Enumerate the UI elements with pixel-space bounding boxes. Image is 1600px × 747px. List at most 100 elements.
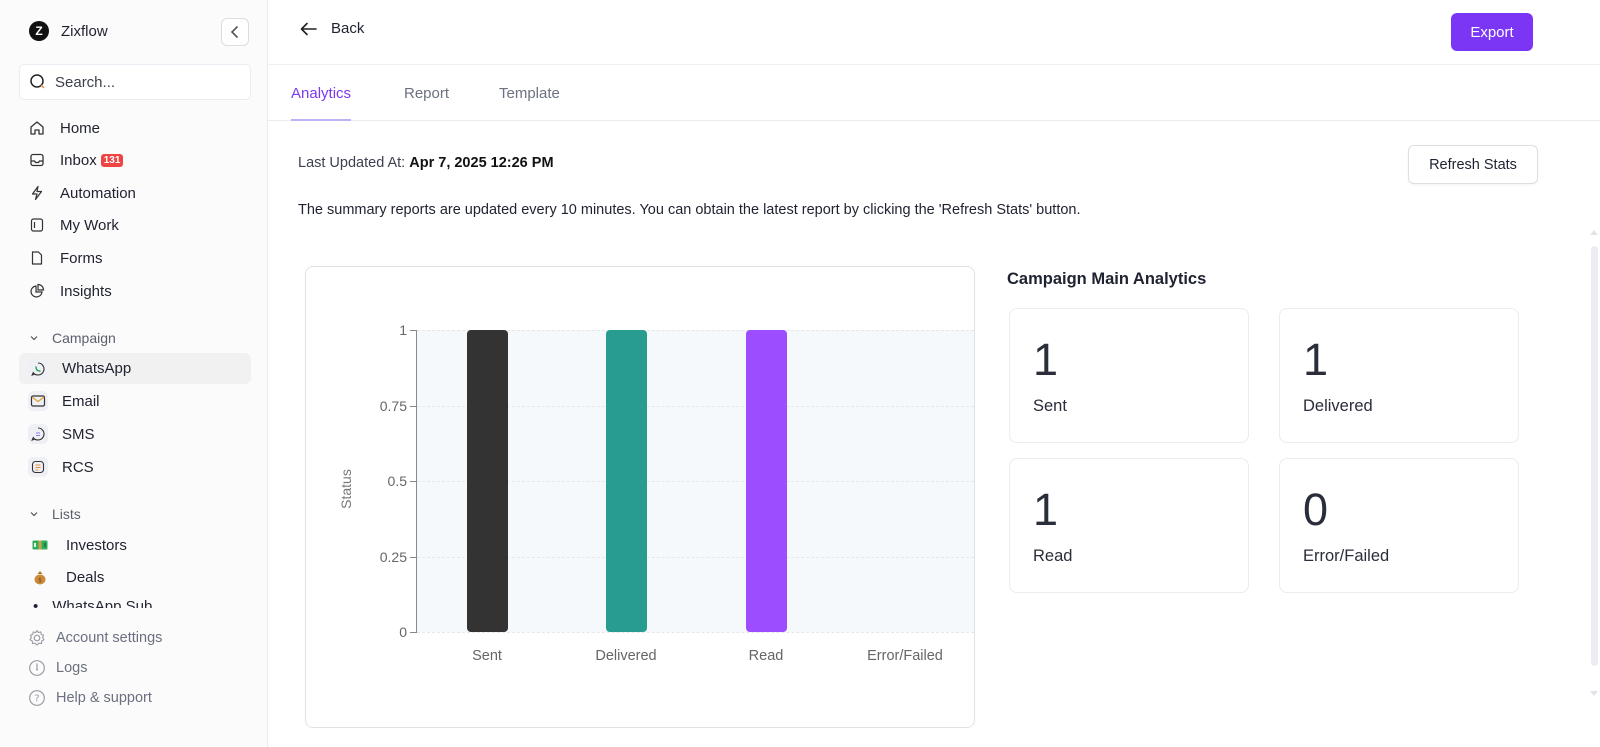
inbox-count-badge: 131 [100, 153, 124, 167]
sidebar-item-forms[interactable]: Forms [19, 243, 251, 273]
sidebar-item-label: Insights [60, 282, 112, 300]
help-support-link[interactable]: ? Help & support [28, 689, 152, 707]
pie-chart-icon [28, 282, 46, 300]
gear-icon [28, 629, 46, 647]
inbox-icon [28, 151, 46, 169]
y-tick [410, 481, 416, 482]
sidebar-item-insights[interactable]: Insights [19, 276, 251, 306]
sidebar-item-rcs[interactable]: RCS [19, 452, 251, 482]
sidebar-item-label: Deals [66, 568, 105, 586]
gridline [417, 481, 974, 482]
y-tick [410, 406, 416, 407]
x-tick-label: Sent [472, 648, 502, 664]
collapse-sidebar-button[interactable] [221, 18, 249, 46]
account-settings-link[interactable]: Account settings [28, 629, 162, 647]
tab-analytics[interactable]: Analytics [291, 85, 352, 121]
stat-label: Error/Failed [1303, 547, 1390, 565]
sidebar-item-label: Inbox [60, 151, 97, 169]
back-button[interactable]: Back [300, 20, 364, 37]
lists-section-label: Lists [52, 506, 81, 522]
brand-name: Zixflow [61, 22, 108, 40]
last-updated-label: Last Updated At: [298, 155, 406, 171]
stat-card-read: 1 Read [1009, 458, 1249, 593]
tab-report[interactable]: Report [404, 85, 450, 102]
sidebar-item-label: Forms [60, 249, 103, 267]
sidebar-item-inbox[interactable]: Inbox 131 [19, 145, 251, 175]
bar-delivered[interactable] [606, 330, 647, 632]
analytics-title: Campaign Main Analytics [1007, 270, 1207, 288]
refresh-stats-button[interactable]: Refresh Stats [1408, 145, 1538, 184]
sidebar-item-home[interactable]: Home [19, 113, 251, 143]
sidebar-item-email[interactable]: Email [19, 386, 251, 416]
money-icon [31, 536, 49, 554]
sidebar-item-label: Investors [66, 536, 127, 554]
summary-text: The summary reports are updated every 10… [298, 202, 1081, 218]
sidebar-item-deals[interactable]: $ Deals [19, 562, 251, 592]
sidebar-item-clipped[interactable]: • WhatsApp Sub [19, 600, 251, 608]
y-tick-label: 0 [399, 624, 407, 640]
stat-value: 0 [1303, 484, 1329, 535]
gridline [417, 632, 974, 633]
money-bag-icon: $ [31, 568, 49, 586]
campaign-section-toggle[interactable]: Campaign [29, 330, 116, 346]
main-scrollbar[interactable] [1591, 246, 1598, 666]
sidebar-item-label: Home [60, 119, 101, 137]
file-icon [28, 249, 46, 267]
brand[interactable]: Z Zixflow [29, 21, 108, 41]
stat-value: 1 [1303, 334, 1329, 385]
tab-bar: Analytics Report Template [268, 65, 1600, 121]
logs-link[interactable]: Logs [28, 659, 87, 677]
whatsapp-icon [28, 358, 48, 379]
footer-item-label: Help & support [56, 690, 152, 706]
sidebar-item-whatsapp[interactable]: WhatsApp [19, 353, 251, 384]
footer-item-label: Account settings [56, 630, 163, 646]
x-tick-label: Error/Failed [867, 648, 943, 664]
sidebar-item-label: WhatsApp Sub [52, 600, 152, 608]
y-tick-label: 0.25 [379, 549, 407, 565]
top-bar: Back Export [268, 0, 1600, 65]
email-icon [28, 391, 48, 411]
sidebar-item-automation[interactable]: Automation [19, 178, 251, 208]
stat-value: 1 [1033, 334, 1059, 385]
sidebar-item-sms[interactable]: SMS [19, 419, 251, 449]
sidebar-item-label: Email [62, 392, 100, 410]
gridline [417, 557, 974, 558]
search-input[interactable]: Search... [19, 64, 251, 100]
sidebar-item-investors[interactable]: Investors [19, 530, 251, 560]
y-axis-title: Status [337, 469, 354, 509]
sidebar-item-label: My Work [60, 216, 119, 234]
gridline [417, 330, 974, 331]
zixflow-logo-icon: Z [29, 21, 49, 41]
last-updated: Last Updated At: Apr 7, 2025 12:26 PM [298, 155, 554, 171]
home-icon [28, 119, 46, 137]
list-icon: • [33, 600, 38, 608]
svg-text:$: $ [38, 577, 42, 584]
tab-template[interactable]: Template [499, 85, 560, 102]
sidebar-item-label: SMS [62, 425, 95, 443]
search-placeholder: Search... [55, 73, 116, 91]
chevron-down-icon [30, 512, 38, 517]
help-icon: ? [28, 689, 46, 707]
scroll-up-arrow[interactable] [1590, 230, 1598, 235]
back-label: Back [331, 20, 365, 37]
stat-value: 1 [1033, 484, 1059, 535]
lists-section-toggle[interactable]: Lists [29, 506, 81, 522]
export-button[interactable]: Export [1451, 13, 1533, 51]
bar-read[interactable] [746, 330, 787, 632]
sidebar-item-my-work[interactable]: My Work [19, 210, 251, 240]
search-icon [30, 74, 45, 89]
stat-card-delivered: 1 Delivered [1279, 308, 1519, 443]
stat-label: Delivered [1303, 397, 1373, 415]
svg-text:?: ? [34, 694, 39, 705]
bar-sent[interactable] [467, 330, 508, 632]
scroll-down-arrow[interactable] [1590, 691, 1598, 696]
gridline [417, 406, 974, 407]
y-axis [416, 330, 417, 633]
sidebar: Z Zixflow Search... Home Inbox 131 Autom… [0, 0, 268, 747]
y-tick-label: 0.75 [379, 398, 407, 414]
sms-icon [28, 424, 48, 444]
y-tick-label: 0.5 [387, 473, 407, 489]
sidebar-item-label: RCS [62, 458, 94, 476]
rcs-icon [28, 457, 48, 477]
y-tick-label: 1 [399, 322, 407, 338]
